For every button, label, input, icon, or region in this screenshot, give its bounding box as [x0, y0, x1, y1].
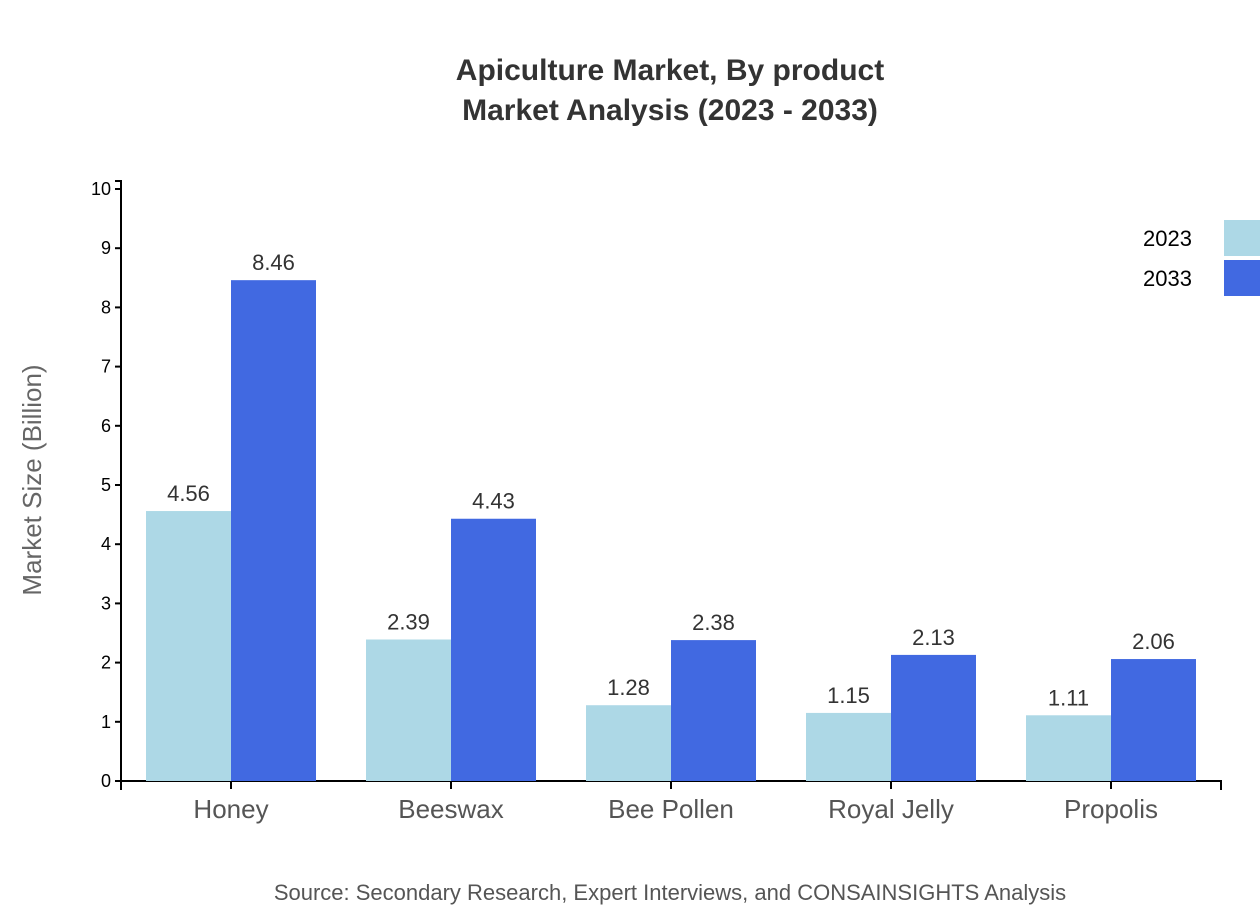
bar-2033-honey — [231, 280, 316, 781]
data-label: 8.46 — [252, 250, 295, 275]
y-tick-label: 5 — [101, 475, 111, 495]
bar-2033-bee-pollen — [671, 640, 756, 781]
y-axis-label: Market Size (Billion) — [17, 364, 47, 595]
chart-subtitle: Market Analysis (2023 - 2033) — [462, 94, 878, 127]
data-label: 4.43 — [472, 489, 515, 514]
y-axis: 0 1 2 3 4 5 6 7 8 9 10 — [91, 179, 122, 791]
x-tick-label: Beeswax — [398, 794, 504, 824]
y-tick-label: 3 — [101, 593, 111, 613]
y-tick-label: 4 — [101, 534, 111, 554]
y-tick-label: 6 — [101, 416, 111, 436]
y-tick-label: 9 — [101, 238, 111, 258]
x-tick-label: Bee Pollen — [608, 794, 734, 824]
y-tick-label: 10 — [91, 179, 111, 199]
bar-2023-royal-jelly — [806, 712, 891, 781]
data-label: 2.13 — [912, 625, 955, 650]
legend-swatch-2023 — [1224, 220, 1260, 256]
y-tick-label: 2 — [101, 653, 111, 673]
data-label: 2.06 — [1132, 629, 1175, 654]
data-label: 1.28 — [607, 675, 650, 700]
x-tick-label: Propolis — [1064, 794, 1158, 824]
source-note: Source: Secondary Research, Expert Inter… — [274, 880, 1066, 905]
bar-2023-honey — [146, 511, 231, 781]
data-label: 1.15 — [827, 683, 870, 708]
bar-2023-propolis — [1026, 715, 1111, 781]
x-axis: Honey Beeswax Bee Pollen Royal Jelly Propoli… — [120, 780, 1222, 824]
x-tick-label: Royal Jelly — [828, 794, 954, 824]
y-axis-line — [115, 180, 122, 782]
data-label: 2.38 — [692, 610, 735, 635]
bar-2023-bee-pollen — [586, 705, 671, 781]
data-label: 2.39 — [387, 610, 430, 635]
y-tick-label: 7 — [101, 357, 111, 377]
chart-title: Apiculture Market, By product — [456, 54, 884, 87]
bars: 4.56 8.46 2.39 4.43 1.28 2.38 1.15 2.13 1.11 2.06 — [146, 250, 1196, 781]
x-tick-label: Honey — [193, 794, 268, 824]
legend-label-2033: 2033 — [1143, 266, 1192, 291]
data-label: 1.11 — [1048, 685, 1089, 710]
bar-2033-propolis — [1111, 659, 1196, 781]
bar-2033-beeswax — [451, 518, 536, 781]
data-label: 4.56 — [167, 481, 210, 506]
y-tick-label: 1 — [101, 712, 111, 732]
y-tick-label: 0 — [101, 771, 111, 791]
legend-swatch-2033 — [1224, 260, 1260, 296]
y-tick-label: 8 — [101, 297, 111, 317]
bar-2033-royal-jelly — [891, 654, 976, 781]
legend-label-2023: 2023 — [1143, 226, 1192, 251]
legend: 2023 2033 — [1143, 220, 1260, 296]
bar-2023-beeswax — [366, 639, 451, 781]
